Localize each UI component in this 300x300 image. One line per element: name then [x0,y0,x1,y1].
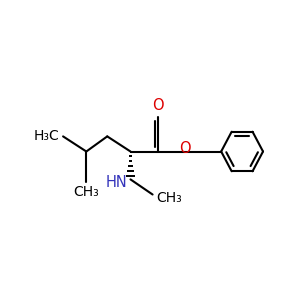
Text: CH₃: CH₃ [156,191,182,205]
Text: CH₃: CH₃ [74,185,99,199]
Text: O: O [153,98,164,113]
Text: HN: HN [105,175,127,190]
Text: O: O [179,140,191,155]
Text: H₃C: H₃C [34,129,60,143]
